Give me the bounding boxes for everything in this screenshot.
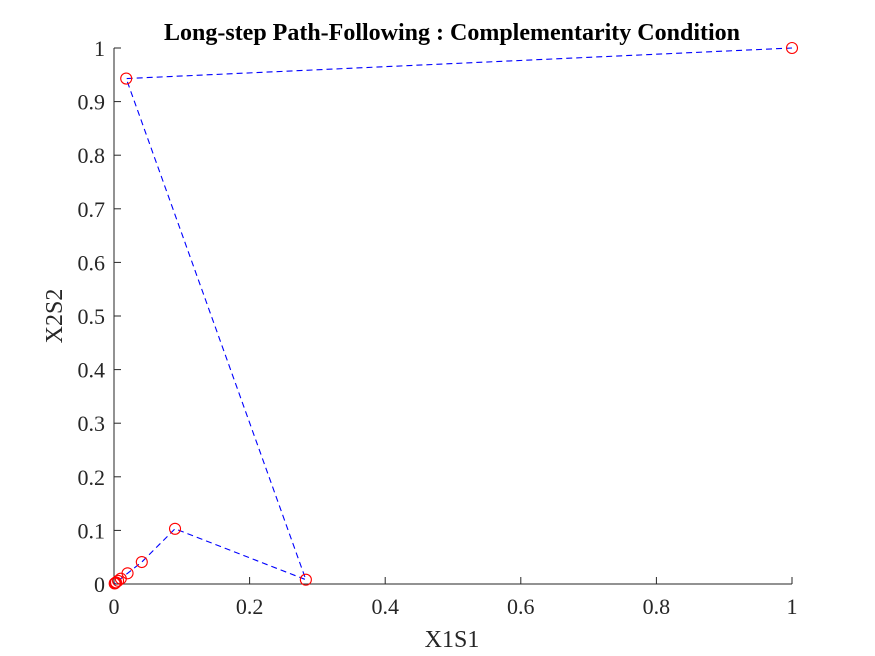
y-tick-label: 0.9 [78, 90, 106, 115]
data-point-marker [168, 522, 182, 535]
data-point-marker [785, 41, 799, 55]
data-point-marker [120, 72, 133, 85]
series-markers [108, 41, 799, 590]
data-point-marker [108, 577, 121, 590]
series-polyline [114, 47, 793, 584]
x-tick-label: 0.4 [371, 594, 399, 619]
data-point-marker [299, 573, 312, 586]
y-tick-label: 0.6 [78, 250, 106, 275]
y-tick-label: 0 [94, 572, 105, 597]
x-tick-label: 0.6 [507, 594, 535, 619]
data-point-marker [112, 574, 125, 587]
y-tick-label: 0.7 [78, 197, 106, 222]
y-tick-label: 0.5 [78, 304, 106, 329]
data-point-marker [135, 555, 148, 569]
x-tick-label: 0.2 [236, 594, 264, 619]
y-tick-label: 1 [94, 36, 105, 61]
y-tick-label: 0.2 [78, 465, 106, 490]
y-tick-label: 0.3 [78, 411, 106, 436]
x-axis-label: X1S1 [425, 627, 480, 653]
y-tick-label: 0.4 [78, 358, 106, 383]
x-tick-labels: 0 0.2 0.4 0.6 0.8 1 [109, 594, 798, 619]
y-tick-label: 0.8 [78, 143, 106, 168]
y-axis-label: X2S2 [42, 289, 68, 344]
series-line [114, 47, 793, 584]
axes [113, 47, 793, 585]
x-tick-label: 1 [787, 594, 798, 619]
chart-title: Long-step Path-Following : Complementari… [164, 20, 740, 46]
x-tick-label: 0 [109, 594, 120, 619]
y-tick-labels: 0 0.1 0.2 0.3 0.4 0.5 0.6 0.7 0.8 0.9 1 [78, 36, 106, 597]
y-tick-label: 0.1 [78, 518, 106, 543]
x-tick-label: 0.8 [643, 594, 671, 619]
